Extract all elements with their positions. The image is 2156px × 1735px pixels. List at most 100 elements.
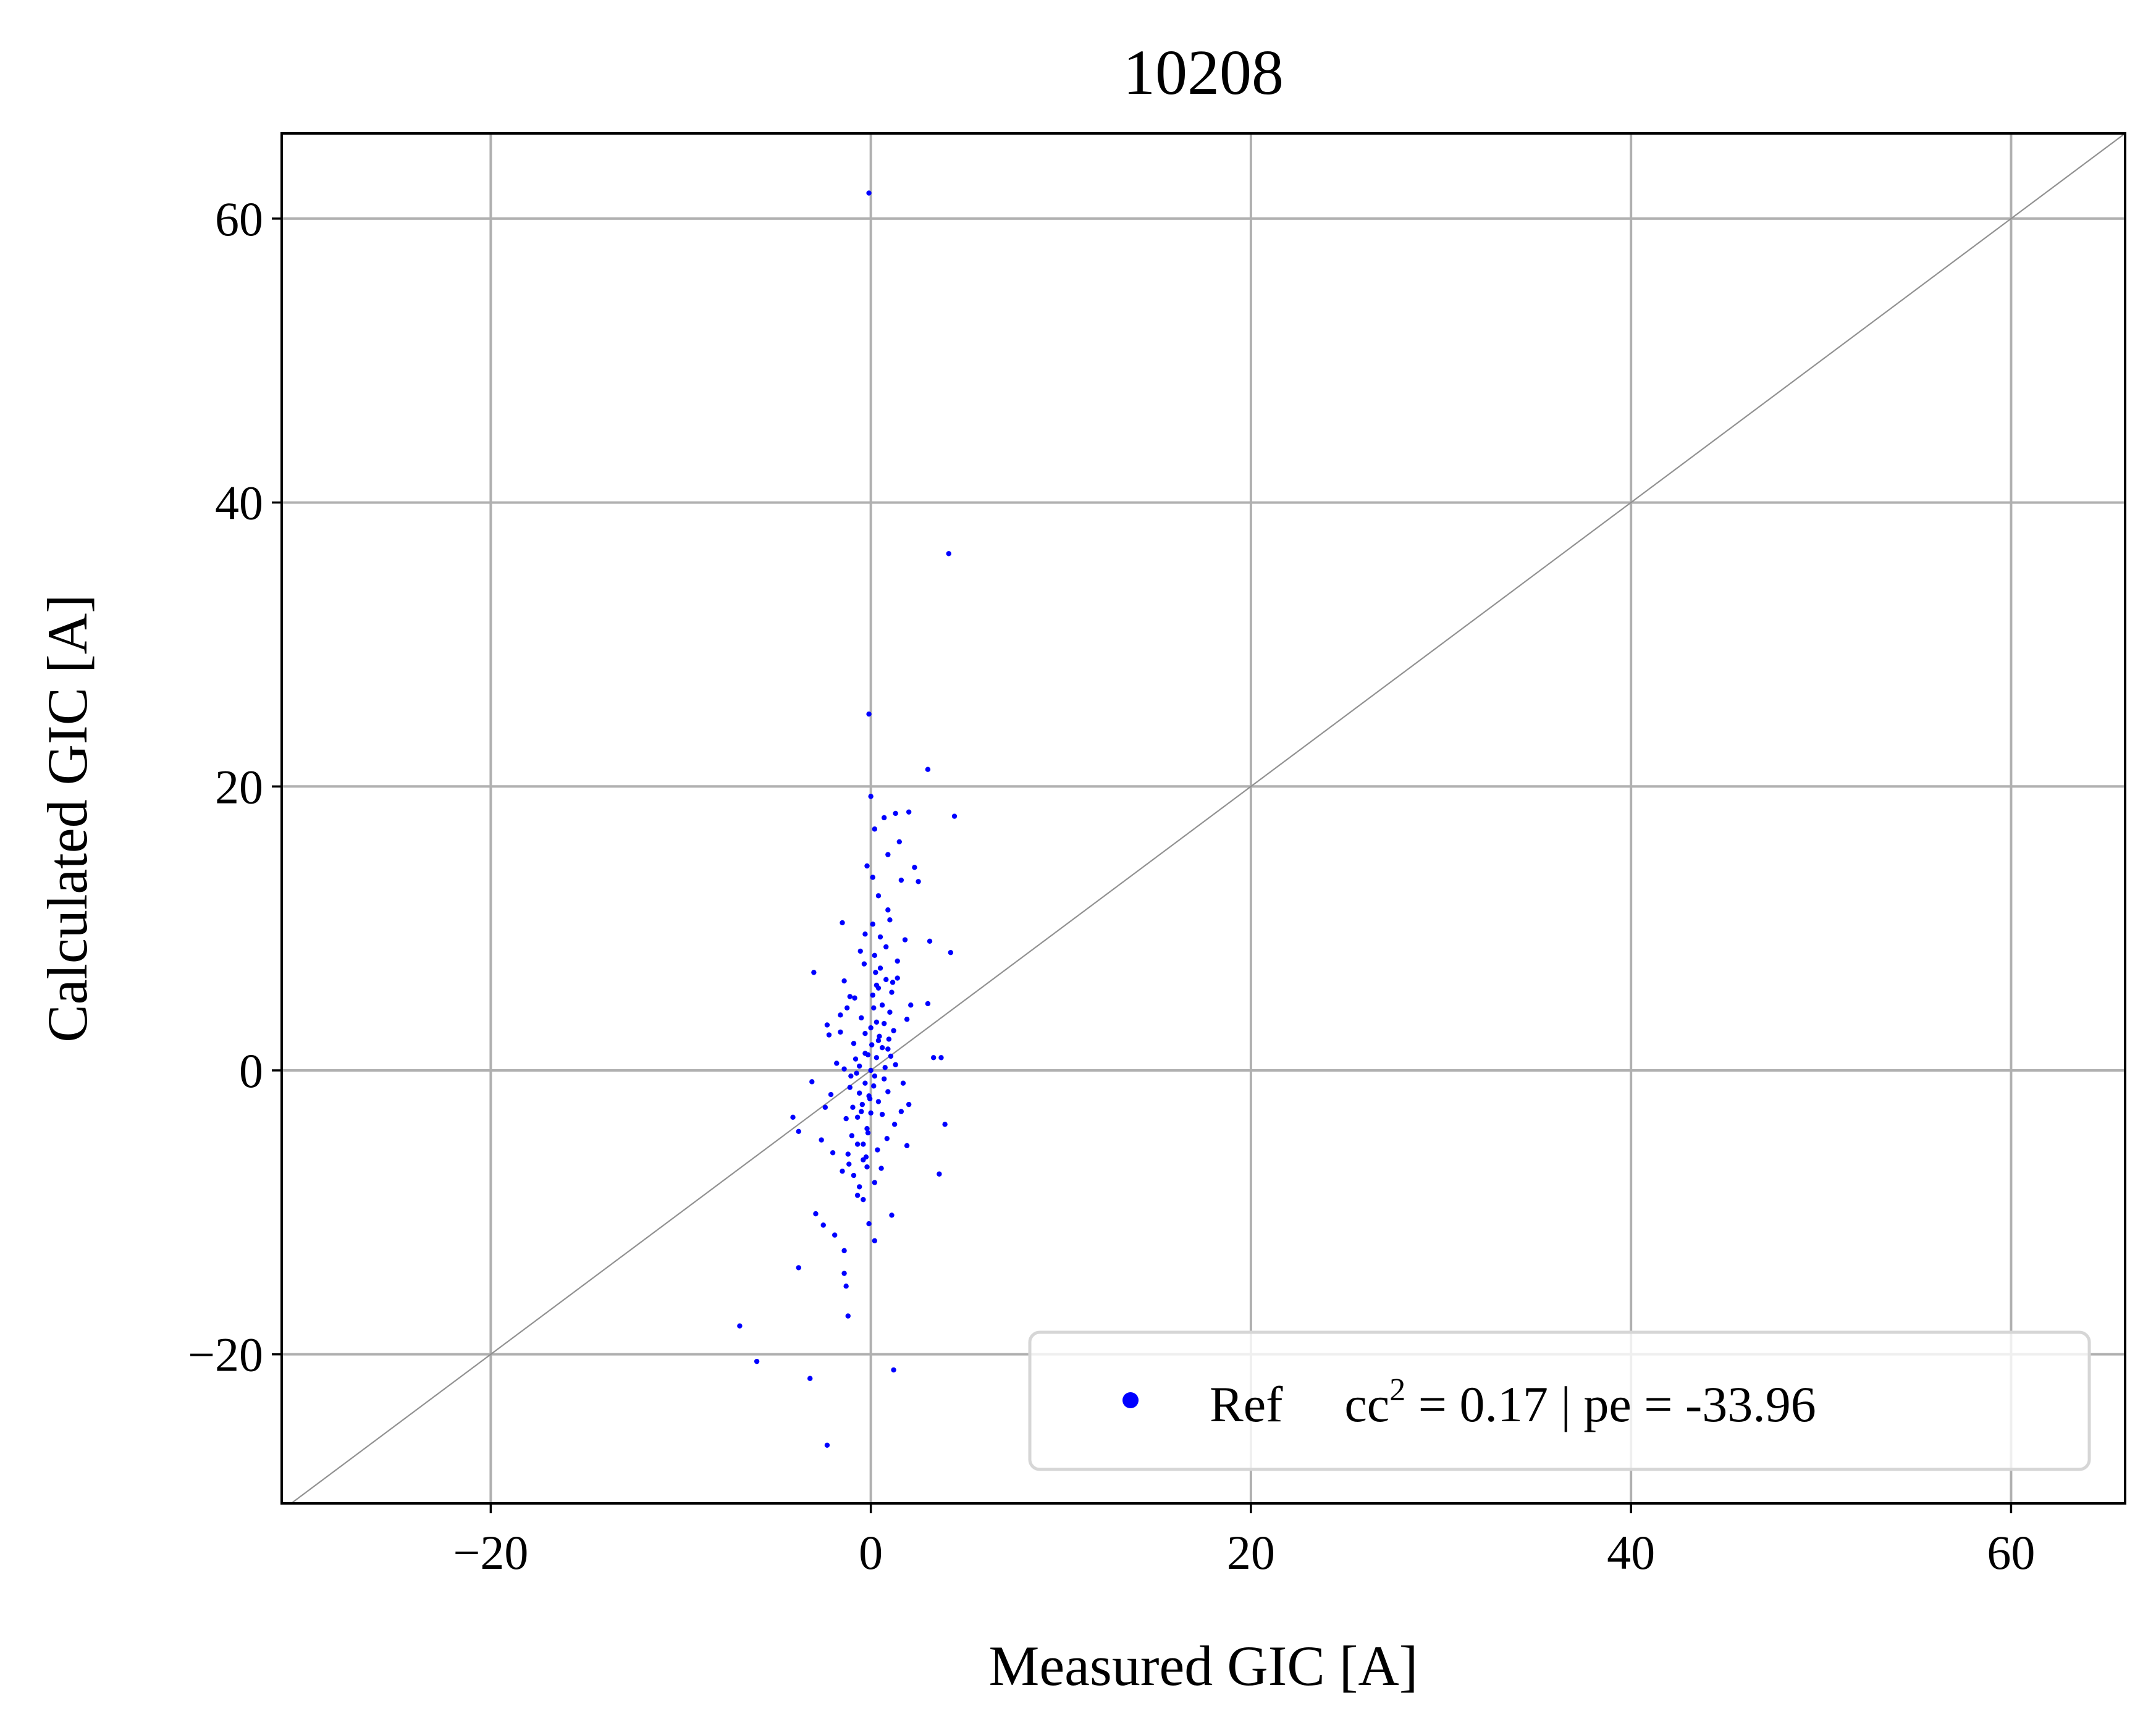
- data-point: [872, 826, 878, 832]
- data-point: [937, 1171, 942, 1177]
- data-point: [951, 813, 958, 819]
- legend-stat-suffix: = 0.17 | pe = -33.96: [1405, 1376, 1816, 1432]
- data-point: [879, 1002, 885, 1008]
- data-point: [877, 1033, 882, 1040]
- data-point: [873, 970, 878, 975]
- x-axis-label: Measured GIC [A]: [989, 1634, 1418, 1697]
- data-point: [870, 992, 875, 998]
- data-point: [875, 1147, 880, 1153]
- data-point: [881, 815, 887, 821]
- data-point: [864, 1126, 870, 1132]
- data-point: [885, 1089, 891, 1094]
- data-point: [889, 1212, 895, 1218]
- data-point: [824, 1442, 830, 1448]
- data-point: [854, 1193, 861, 1198]
- data-point: [881, 1020, 887, 1027]
- data-point: [859, 1109, 864, 1114]
- data-point: [848, 1073, 854, 1079]
- y-tick-label: 20: [215, 760, 263, 813]
- identity-line: [290, 133, 2125, 1503]
- data-point: [906, 809, 912, 815]
- data-point: [879, 1112, 885, 1117]
- y-axis-label: Calculated GIC [A]: [36, 594, 99, 1043]
- axis-ticks: −20 0 20 40 60 −20 0 20 40 60: [188, 192, 2035, 1579]
- data-point: [896, 839, 902, 845]
- legend-stat-superscript: 2: [1389, 1372, 1405, 1408]
- data-point: [878, 1166, 884, 1171]
- data-point: [891, 1028, 896, 1033]
- data-point: [819, 1137, 824, 1143]
- data-point: [861, 1196, 866, 1203]
- data-point: [872, 1238, 878, 1243]
- data-point: [838, 1012, 843, 1018]
- data-point: [866, 711, 872, 717]
- data-point: [888, 1053, 894, 1059]
- data-point: [872, 1073, 878, 1079]
- data-point: [824, 1022, 830, 1028]
- data-points: [737, 190, 958, 1448]
- data-point: [854, 1114, 861, 1120]
- legend-box: [1028, 1330, 2091, 1471]
- data-point: [851, 1172, 857, 1178]
- data-point: [834, 1061, 840, 1066]
- data-point: [875, 1038, 882, 1043]
- data-point: [857, 948, 863, 954]
- data-point: [866, 190, 872, 196]
- x-tick-label: 20: [1227, 1526, 1275, 1579]
- data-point: [895, 958, 900, 964]
- data-point: [908, 1002, 914, 1008]
- data-point: [874, 1019, 880, 1025]
- data-point: [754, 1358, 760, 1364]
- data-point: [904, 1143, 910, 1148]
- data-point: [869, 1042, 875, 1048]
- data-point: [893, 810, 898, 817]
- data-point: [840, 1168, 845, 1174]
- data-point: [868, 1025, 874, 1031]
- data-point: [904, 1017, 910, 1022]
- x-tick-label: 60: [1987, 1526, 2035, 1579]
- data-point: [868, 1067, 874, 1073]
- data-point: [871, 1005, 877, 1011]
- data-point: [861, 1141, 866, 1147]
- legend-series-label: Ref: [1210, 1376, 1283, 1432]
- data-point: [879, 1044, 885, 1051]
- data-point: [790, 1114, 796, 1120]
- data-point: [886, 1036, 892, 1042]
- legend-entry: Ref cc2 = 0.17 | pe = -33.96: [1210, 1372, 1816, 1432]
- data-point: [890, 980, 896, 985]
- data-point: [809, 1079, 815, 1085]
- chart-title: 10208: [1123, 37, 1284, 108]
- legend-marker: [1122, 1392, 1139, 1408]
- data-point: [845, 1151, 851, 1157]
- data-point: [796, 1128, 801, 1135]
- legend: Ref cc2 = 0.17 | pe = -33.96: [1028, 1330, 2091, 1471]
- data-point: [946, 551, 951, 557]
- data-point: [900, 1080, 906, 1086]
- data-point: [843, 1283, 849, 1289]
- data-point: [864, 863, 870, 869]
- y-tick-label: 0: [239, 1044, 263, 1098]
- data-point: [861, 961, 867, 967]
- data-point: [822, 1104, 828, 1110]
- data-point: [841, 1271, 847, 1276]
- data-point: [883, 944, 889, 950]
- data-point: [841, 1066, 847, 1072]
- data-point: [863, 1154, 869, 1160]
- data-point: [862, 931, 868, 937]
- data-point: [925, 767, 931, 772]
- data-point: [868, 794, 874, 799]
- data-point: [862, 1031, 868, 1036]
- data-point: [893, 1062, 898, 1067]
- data-point: [906, 1101, 912, 1107]
- data-point: [854, 1141, 861, 1147]
- data-point: [828, 1091, 834, 1098]
- data-point: [895, 975, 900, 981]
- data-point: [862, 1080, 868, 1086]
- data-point: [875, 985, 882, 991]
- data-point: [887, 917, 893, 923]
- data-point: [948, 950, 954, 956]
- data-point: [841, 978, 847, 984]
- data-point: [850, 1104, 856, 1110]
